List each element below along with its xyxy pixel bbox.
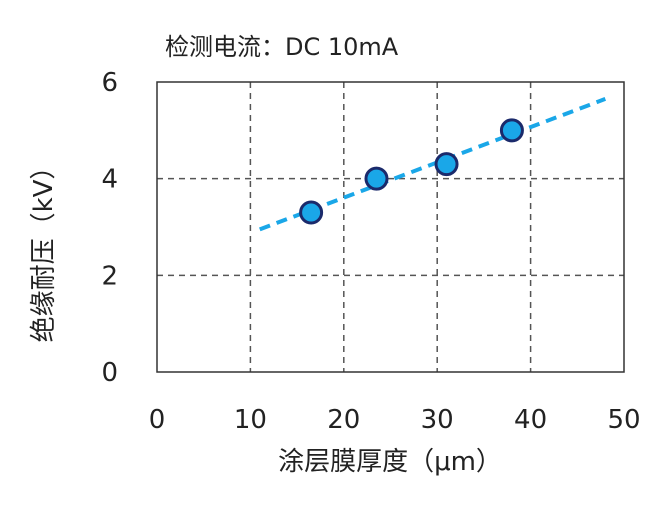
data-point-3 xyxy=(434,152,459,177)
grid-lines xyxy=(157,82,624,372)
data-point-2 xyxy=(364,166,389,191)
x-tick-label: 30 xyxy=(421,405,454,435)
x-tick-labels: 0 10 20 30 40 50 xyxy=(149,405,641,435)
y-tick-label: 2 xyxy=(101,261,118,291)
data-points xyxy=(299,118,524,225)
x-axis-label: 涂层膜厚度（μm） xyxy=(278,447,502,477)
y-tick-labels: 0 2 4 6 xyxy=(101,68,118,388)
y-axis-label: 绝缘耐压（kV） xyxy=(29,154,59,343)
x-tick-label: 20 xyxy=(327,405,360,435)
data-point-4 xyxy=(499,118,524,143)
y-tick-label: 4 xyxy=(101,165,118,195)
x-tick-label: 40 xyxy=(514,405,547,435)
y-tick-label: 0 xyxy=(101,358,118,388)
chart-title: 检测电流：DC 10mA xyxy=(165,33,399,61)
x-tick-label: 50 xyxy=(607,405,640,435)
data-point-1 xyxy=(299,200,324,225)
x-tick-label: 10 xyxy=(234,405,267,435)
x-tick-label: 0 xyxy=(149,405,166,435)
plot-area xyxy=(156,81,625,373)
y-tick-label: 6 xyxy=(101,68,118,98)
